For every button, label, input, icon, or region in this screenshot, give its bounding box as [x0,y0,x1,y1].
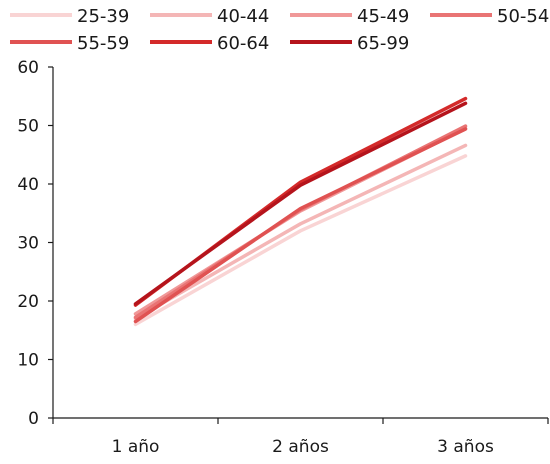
y-tick-label-60: 60 [17,58,39,78]
legend-label-55-59: 55-59 [77,33,129,54]
series-line-40-44 [133,143,468,321]
y-tick-label-10: 10 [17,351,39,371]
legend-label-25-39: 25-39 [77,6,129,27]
series-line-25-39 [133,154,468,327]
y-tick-label-20: 20 [17,292,39,312]
legend-label-40-44: 40-44 [217,6,269,27]
legend-label-65-99: 65-99 [357,33,409,54]
x-tick-label-1: 1 año [112,437,160,457]
y-tick-label-40: 40 [17,175,39,195]
y-tick-label-30: 30 [17,234,39,254]
legend-label-45-49: 45-49 [357,6,409,27]
series-line-55-59 [133,127,468,324]
legend-label-60-64: 60-64 [217,33,269,54]
y-tick-label-50: 50 [17,117,39,137]
legend-label-50-54: 50-54 [497,6,549,27]
y-tick-label-0: 0 [28,409,39,429]
x-tick-label-2: 2 años [272,437,329,457]
series-line-65-99 [133,101,468,306]
x-tick-label-3: 3 años [437,437,494,457]
